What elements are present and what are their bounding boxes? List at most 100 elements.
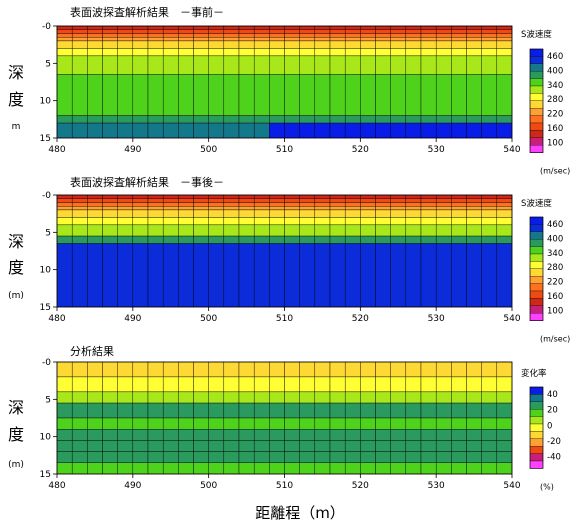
heatmap-cell: [102, 429, 118, 441]
heatmap-cell: [71, 217, 88, 226]
heatmap-cell: [360, 74, 376, 116]
heatmap-cell: [451, 205, 467, 211]
heatmap-cell: [253, 202, 270, 207]
heatmap-cell: [496, 451, 513, 464]
heatmap-cell: [299, 202, 316, 207]
heatmap-cell: [420, 25, 437, 30]
heatmap-cell: [420, 202, 437, 207]
heatmap-cell: [314, 235, 331, 244]
heatmap-cell: [284, 55, 300, 75]
heatmap-cell: [390, 29, 407, 34]
heatmap-cell: [178, 402, 194, 419]
heatmap-cell: [451, 243, 467, 308]
heatmap-cell: [87, 37, 103, 42]
heatmap-cell: [481, 122, 498, 139]
heatmap-cell: [71, 25, 88, 30]
heatmap-cell: [193, 361, 209, 378]
heatmap-cell: [360, 25, 376, 30]
heatmap-cell: [344, 48, 361, 57]
heatmap-cell: [390, 74, 407, 116]
heatmap-cell: [420, 361, 437, 378]
heatmap-cell: [299, 462, 316, 475]
heatmap-cell: [223, 198, 240, 203]
heatmap-cell: [102, 417, 118, 430]
heatmap-cell: [344, 37, 361, 42]
heatmap-cell: [466, 440, 482, 452]
heatmap-cell: [284, 429, 300, 441]
heatmap-cell: [390, 451, 407, 464]
legend-frame: [529, 48, 544, 153]
heatmap-cell: [405, 202, 422, 207]
heatmap-cell: [375, 55, 391, 75]
heatmap-cell: [102, 29, 118, 34]
heatmap-cell: [102, 205, 118, 211]
heatmap-cell: [162, 235, 179, 244]
heatmap-cell: [284, 209, 300, 218]
heatmap-cell: [344, 115, 361, 124]
heatmap-cell: [147, 202, 164, 207]
heatmap-cell: [71, 451, 88, 464]
heatmap-cell: [117, 202, 134, 207]
legend-swatch: [529, 224, 544, 232]
heatmap-cell: [481, 205, 498, 211]
heatmap-cell: [451, 37, 467, 42]
chart-panel-2: 表面波探査解析結果 －事後－深度(m)480 490 500 510 520 530 540…: [8, 175, 570, 344]
heatmap-cell: [117, 462, 134, 475]
heatmap-cell: [466, 33, 482, 38]
heatmap-cell: [208, 209, 225, 218]
x-axis-title: 距離程（m）: [255, 504, 345, 522]
heatmap-cell: [102, 48, 118, 57]
heatmap-cell: [496, 115, 513, 124]
legend-swatch: [529, 453, 544, 462]
heatmap-cell: [253, 37, 270, 42]
heatmap-cell: [496, 391, 513, 404]
heatmap-cell: [451, 55, 467, 75]
heatmap-cell: [269, 209, 285, 218]
legend-swatch: [529, 386, 544, 395]
heatmap-cell: [223, 224, 240, 237]
legend-title: 変化率: [521, 368, 547, 379]
heatmap-cell: [208, 37, 225, 42]
heatmap-cell: [375, 391, 391, 404]
heatmap-cell: [375, 376, 391, 393]
heatmap-cell: [451, 33, 467, 38]
heatmap-cell: [208, 115, 225, 124]
heatmap-cell: [117, 33, 134, 38]
heatmap-cell: [375, 235, 391, 244]
heatmap-cell: [435, 224, 452, 237]
heatmap-cell: [375, 194, 391, 199]
heatmap-cell: [178, 29, 194, 34]
heatmap-cell: [193, 55, 209, 75]
heatmap-cell: [178, 48, 194, 57]
heatmap-cell: [405, 224, 422, 237]
heatmap-cell: [390, 361, 407, 378]
heatmap-cell: [223, 194, 240, 199]
heatmap-cell: [162, 217, 179, 226]
heatmap-cell: [344, 361, 361, 378]
heatmap-cell: [208, 235, 225, 244]
y-axis-title-char: m: [12, 122, 21, 132]
heatmap-cell: [466, 217, 482, 226]
heatmap-cell: [360, 202, 376, 207]
heatmap-cell: [87, 48, 103, 57]
heatmap-cell: [420, 235, 437, 244]
legend-swatch: [529, 261, 544, 269]
heatmap-cell: [390, 462, 407, 475]
legend-swatch: [529, 416, 544, 425]
y-tick-label: 15: [40, 303, 51, 313]
legend-swatch: [529, 276, 544, 284]
legend-swatch: [529, 409, 544, 417]
heatmap-cell: [466, 202, 482, 207]
heatmap-cell: [375, 198, 391, 203]
heatmap-cell: [132, 209, 149, 218]
heatmap-cell: [481, 376, 498, 393]
heatmap-cell: [56, 74, 73, 116]
heatmap-cell: [481, 40, 498, 49]
heatmap-cell: [147, 115, 164, 124]
heatmap-cell: [451, 74, 467, 116]
heatmap-cell: [193, 402, 209, 419]
heatmap-cell: [299, 243, 316, 308]
heatmap-cell: [117, 55, 134, 75]
legend-swatch: [529, 268, 544, 277]
